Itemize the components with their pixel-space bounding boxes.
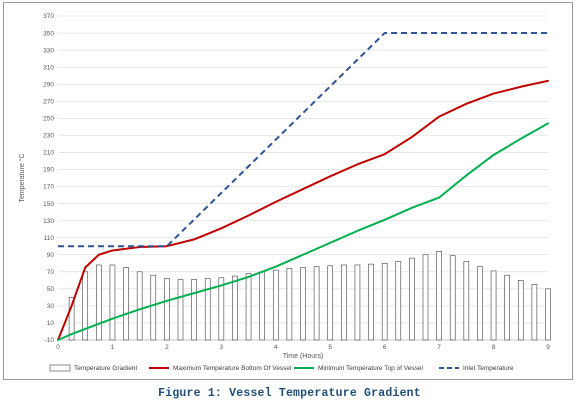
bar — [164, 278, 170, 341]
bar — [327, 265, 334, 341]
bar — [232, 275, 238, 341]
bar — [313, 266, 320, 341]
bar — [504, 274, 510, 341]
y-tick-label: 70 — [47, 269, 55, 276]
bar — [395, 261, 402, 341]
y-tick-label: 290 — [43, 81, 54, 88]
x-tick-label: 2 — [165, 344, 169, 351]
bar — [204, 278, 211, 341]
bar — [463, 261, 470, 341]
vessel-temperature-chart: -101030507090110130150170190210230250270… — [18, 13, 551, 372]
bar-series — [68, 251, 551, 341]
x-tick-labels: 0 1 2 3 4 5 6 7 8 9 — [56, 344, 550, 351]
line-series — [57, 32, 549, 341]
y-tick-label: 30 — [47, 303, 55, 310]
bar — [341, 264, 347, 341]
x-tick-label: 6 — [383, 344, 387, 351]
bar — [109, 264, 116, 341]
bar — [150, 274, 157, 341]
bar — [218, 277, 225, 341]
bar — [96, 264, 102, 341]
bar — [436, 251, 442, 341]
y-tick-label: 110 — [44, 235, 55, 242]
bar — [272, 269, 279, 341]
bar — [422, 254, 429, 341]
y-tick-label: 210 — [43, 150, 54, 157]
y-tick-labels: -10 10 30 50 70 90 110 130 150 170 190 210 230 250 270… — [43, 13, 54, 344]
y-tick-label: 10 — [47, 320, 55, 327]
chart-frame: -10 10 30 50 70 90 110 130 150 170 190 210 230 250 270… — [3, 2, 573, 380]
x-tick-label: 3 — [220, 344, 224, 351]
y-tick-label: 90 — [47, 252, 55, 259]
legend-label: Temperature Gradient — [74, 365, 137, 372]
bar — [409, 257, 415, 341]
x-axis-title: Time (Hours) — [283, 353, 324, 360]
y-tick-label: 150 — [43, 201, 54, 208]
bar — [300, 267, 306, 341]
y-tick-label: 330 — [43, 47, 54, 54]
bar — [136, 271, 143, 341]
bar — [490, 270, 497, 341]
y-tick-label: 190 — [43, 167, 54, 174]
bar — [381, 262, 388, 341]
y-tick-label: 250 — [43, 116, 54, 123]
y-tick-label: 310 — [43, 64, 54, 71]
bar — [259, 271, 265, 341]
y-tick-label: 370 — [43, 13, 54, 20]
legend-label: Minimum Temperature Top of Vessel — [318, 365, 423, 372]
figure-caption: Figure 1: Vessel Temperature Gradient — [158, 387, 421, 400]
x-tick-label: 0 — [56, 344, 60, 351]
legend-label: Maximum Temperature Bottom Of Vessel — [173, 365, 292, 372]
bar — [191, 279, 197, 341]
bar — [531, 284, 538, 341]
bar — [123, 267, 129, 341]
y-tick-label: 270 — [43, 98, 54, 105]
y-tick-label: -10 — [45, 337, 55, 344]
bar — [545, 288, 551, 341]
y-tick-label: 130 — [43, 218, 54, 225]
bar — [354, 264, 361, 341]
bar — [245, 273, 252, 341]
bar — [68, 297, 75, 341]
chart-legend: Temperature Gradient Maximum Temperature … — [49, 364, 514, 372]
x-tick-label: 5 — [328, 344, 332, 351]
bar — [449, 255, 456, 341]
y-tick-label: 350 — [43, 30, 54, 37]
line-series-3 — [58, 32, 548, 248]
line-series-2 — [57, 122, 549, 341]
y-axis-title: Temperature °C — [18, 153, 26, 202]
grid-layer — [58, 15, 548, 341]
bar — [286, 268, 293, 341]
bar — [177, 279, 184, 341]
bar — [477, 266, 483, 341]
x-tick-label: 8 — [492, 344, 496, 351]
x-tick-label: 4 — [274, 344, 278, 351]
line-series-1 — [57, 79, 549, 341]
y-tick-label: 50 — [47, 286, 55, 293]
bar — [517, 280, 524, 341]
y-tick-label: 230 — [43, 133, 54, 140]
legend-swatch-bars — [49, 364, 71, 372]
bar — [368, 263, 374, 341]
x-tick-label: 9 — [546, 344, 550, 351]
legend-label: Inlet Temperature — [463, 365, 514, 372]
bar — [82, 271, 89, 341]
y-tick-label: 170 — [43, 184, 54, 191]
x-tick-label: 1 — [111, 344, 115, 351]
x-tick-label: 7 — [437, 344, 441, 351]
